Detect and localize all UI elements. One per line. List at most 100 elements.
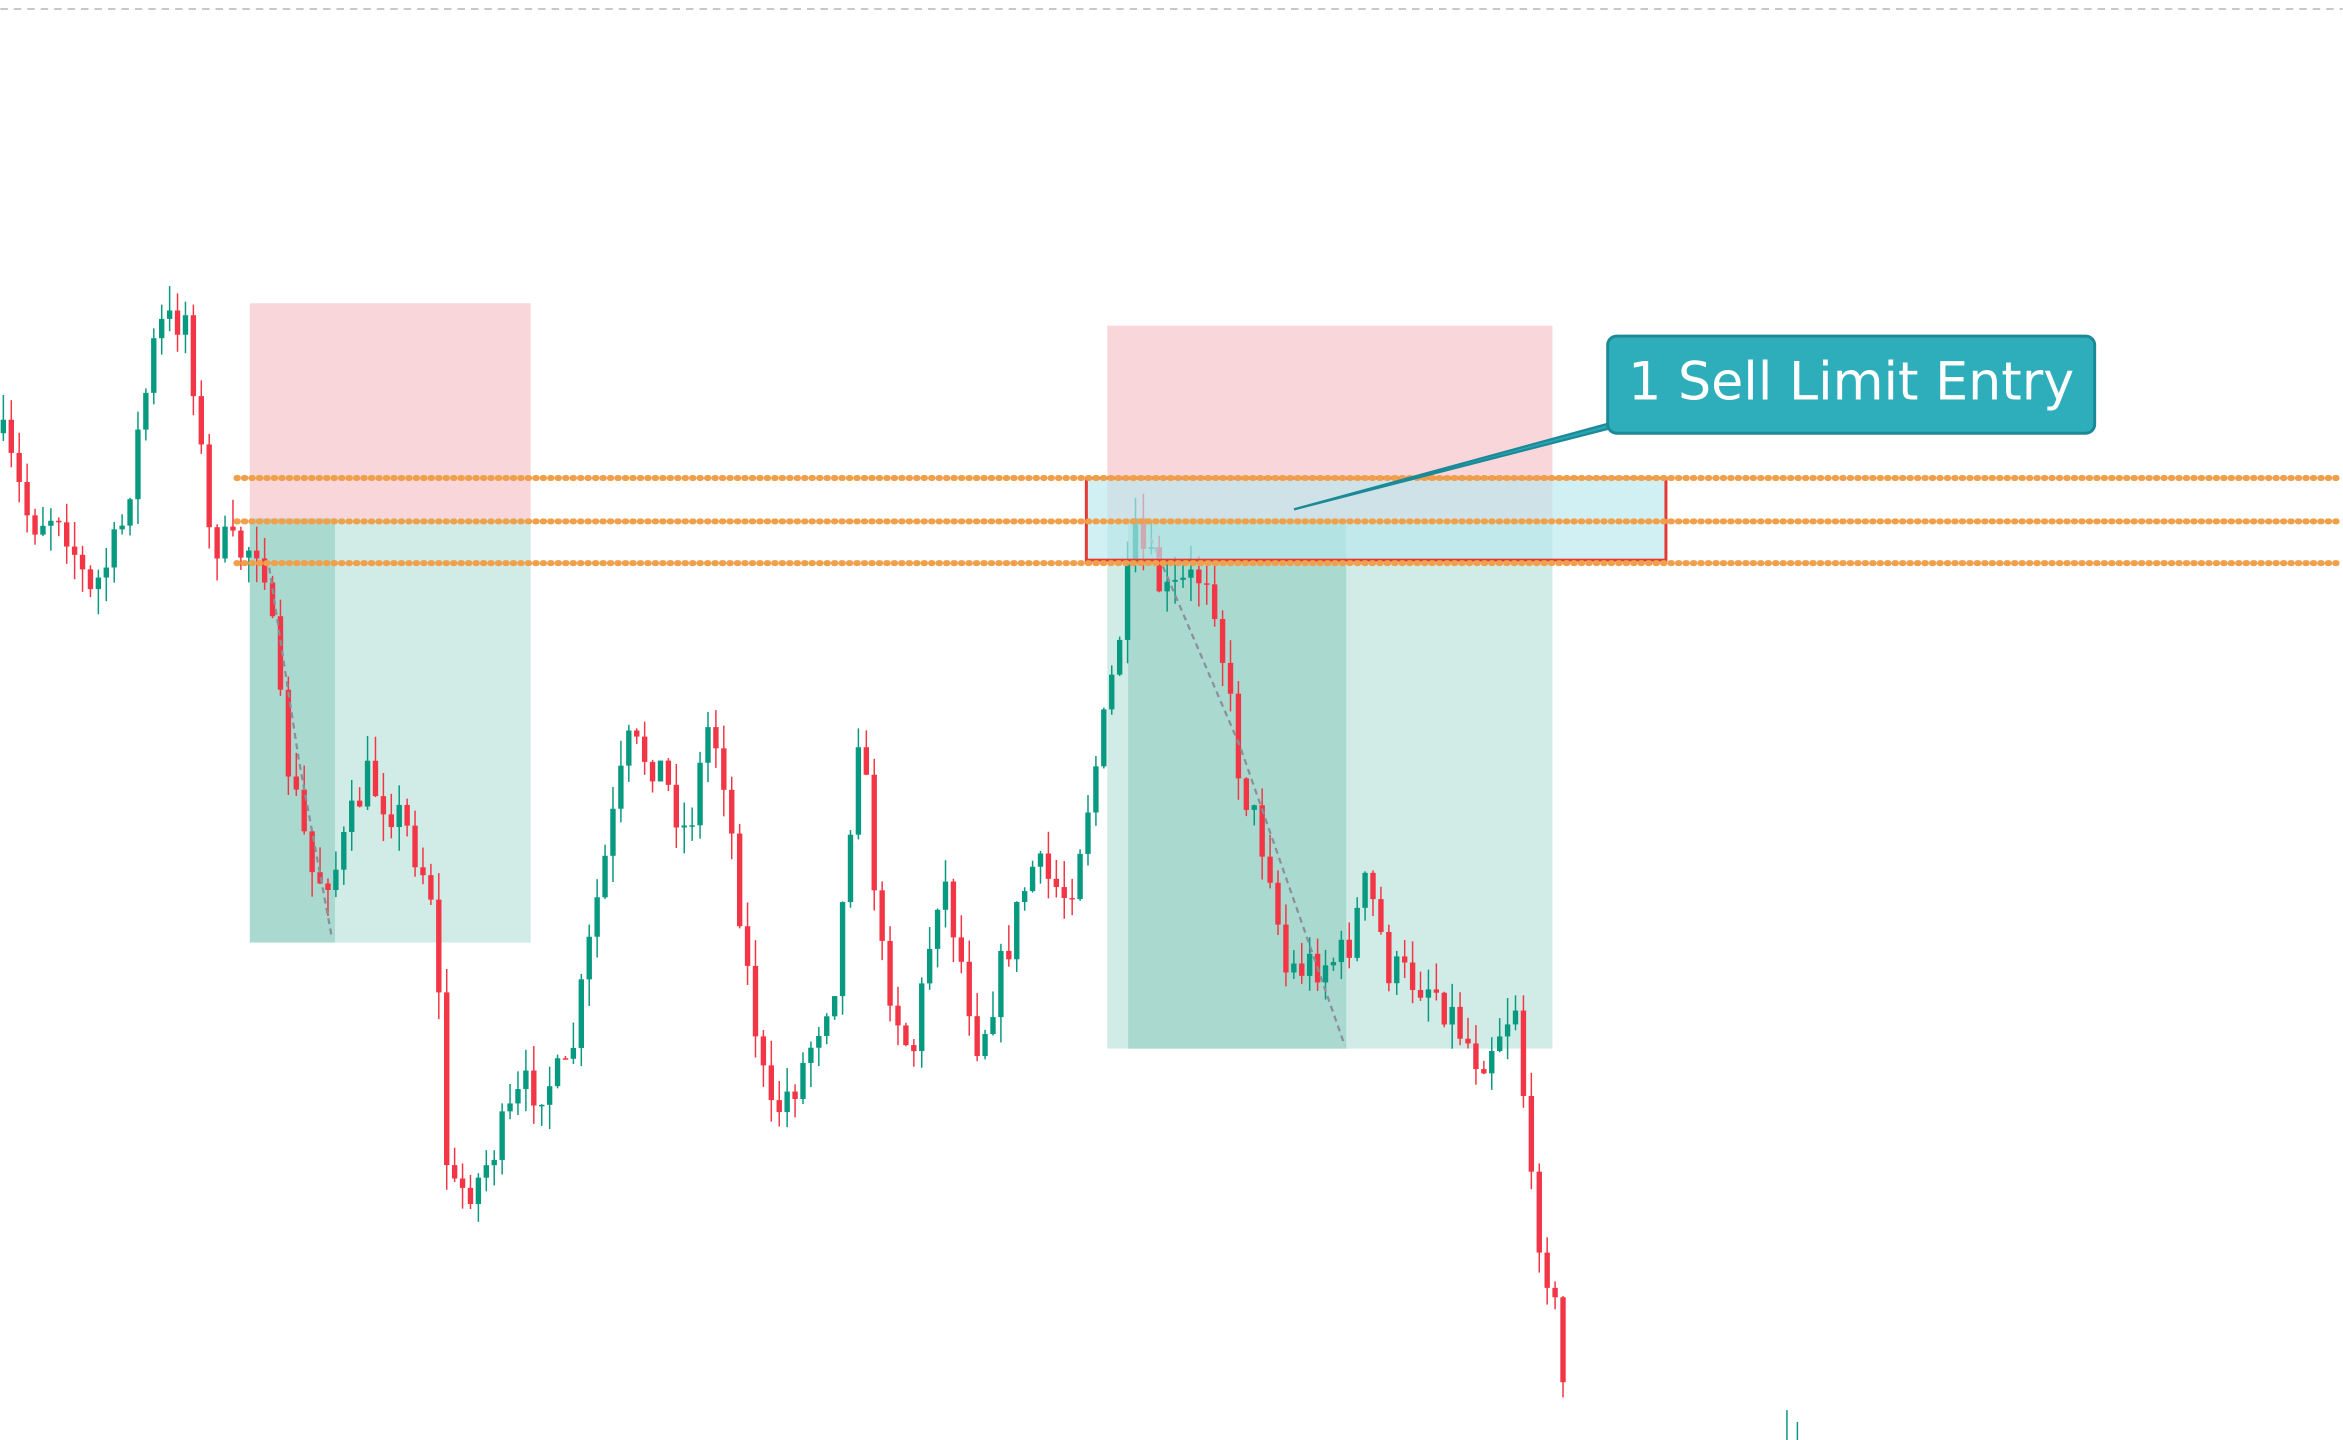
candle-body <box>1457 1006 1463 1039</box>
candle-body <box>190 315 197 397</box>
candle-body <box>926 948 933 984</box>
candle-body <box>1006 950 1012 960</box>
candle-body <box>816 1035 822 1048</box>
candle-body <box>586 936 592 980</box>
candle-body <box>966 961 972 1017</box>
candle-body <box>903 1025 909 1046</box>
candle-body <box>301 789 307 832</box>
candle-body <box>1124 563 1131 640</box>
candle-body <box>657 760 664 782</box>
candle-body <box>388 814 394 828</box>
candle-body <box>1211 584 1218 620</box>
candle-body <box>792 1091 798 1099</box>
callout-label: 1 Sell Limit Entry <box>1628 351 2074 412</box>
candle-body <box>760 1036 767 1066</box>
candle-body <box>1164 581 1170 592</box>
candle-body <box>1489 1051 1495 1074</box>
candle-body <box>570 1047 577 1059</box>
candle-body <box>1085 812 1091 854</box>
candle-body <box>198 396 204 445</box>
candle-body <box>285 689 292 777</box>
candle-body <box>48 520 54 526</box>
path-arrow <box>1149 537 1346 1047</box>
candle-body <box>752 965 759 1037</box>
candle-body <box>554 1058 561 1087</box>
candle-body <box>1116 639 1123 675</box>
candle-body <box>238 530 244 558</box>
candle-body <box>1259 805 1265 857</box>
candle-body <box>1306 953 1313 976</box>
position-right <box>1107 325 1553 1049</box>
candle-body <box>641 736 648 762</box>
candle-body <box>79 554 86 570</box>
candle-body <box>1188 569 1194 578</box>
candle-body <box>277 616 284 690</box>
candle-body <box>24 482 30 516</box>
candle-body <box>942 881 949 910</box>
candle-body <box>705 727 711 763</box>
candle-body <box>1528 1095 1535 1172</box>
position-left <box>249 303 531 943</box>
candle-body <box>1425 989 1432 998</box>
candle-body <box>958 937 965 962</box>
candle-body <box>119 525 125 530</box>
candle-body <box>1021 891 1028 903</box>
candle-body <box>127 499 133 526</box>
candle-body <box>919 983 925 1052</box>
candle-body <box>372 760 379 797</box>
candle-body <box>1029 866 1036 892</box>
candle-body <box>507 1103 513 1112</box>
candle-body <box>8 419 14 453</box>
candle-body <box>800 1062 806 1099</box>
candle-body <box>1338 939 1345 963</box>
candle-body <box>1093 766 1099 813</box>
callout-box <box>1606 334 2097 435</box>
candle-body <box>911 1045 917 1052</box>
candle-body <box>1101 709 1107 767</box>
candle-body <box>1330 962 1337 966</box>
candle-body <box>523 1070 529 1090</box>
candle-body <box>214 527 220 559</box>
candle-body <box>831 996 838 1017</box>
candle-body <box>309 831 315 873</box>
candle-body <box>380 796 387 815</box>
candle-body <box>1037 853 1044 867</box>
candle-body <box>1045 853 1052 879</box>
path-arrow <box>268 567 334 939</box>
candle-body <box>1481 1069 1487 1074</box>
candle-body <box>1196 569 1202 584</box>
candles <box>0 286 1799 1440</box>
candle-body <box>1394 956 1400 984</box>
candle-body <box>562 1058 569 1060</box>
candle-body <box>444 992 450 1166</box>
candle-body <box>626 730 632 766</box>
candle-body <box>1053 878 1060 888</box>
candle-body <box>1354 907 1360 958</box>
candle-body <box>1441 992 1447 1025</box>
candle-body <box>990 1017 996 1034</box>
candle-body <box>974 1016 980 1057</box>
candle-body <box>1227 662 1234 694</box>
candle-body <box>610 808 616 856</box>
candle-body <box>325 883 331 890</box>
candle-body <box>230 526 236 531</box>
candle-body <box>1204 583 1210 585</box>
candle-body <box>934 909 941 949</box>
candle-body <box>736 833 743 927</box>
candle-body <box>808 1047 814 1063</box>
candle-body <box>1299 963 1305 976</box>
candle-body <box>151 338 157 393</box>
candle-body <box>293 776 299 790</box>
candle-body <box>602 855 608 898</box>
candle-body <box>1370 872 1376 900</box>
candle-body <box>71 546 78 555</box>
candle-body <box>428 875 434 900</box>
candle-body <box>879 890 885 941</box>
candle-body <box>349 800 355 833</box>
candle-body <box>64 522 70 547</box>
candle-body <box>768 1065 775 1101</box>
level-lines <box>233 475 2343 567</box>
candle-body <box>261 558 268 583</box>
candle-body <box>515 1089 521 1104</box>
